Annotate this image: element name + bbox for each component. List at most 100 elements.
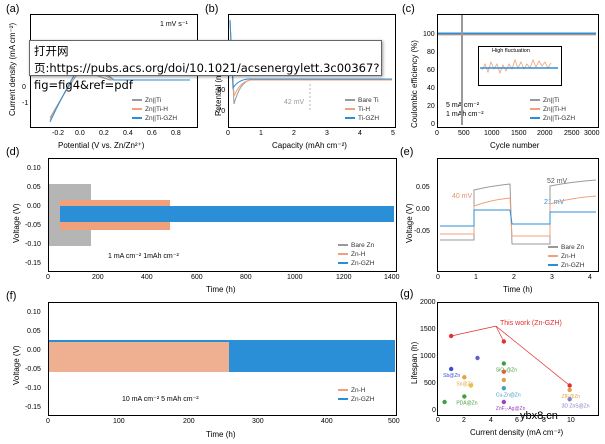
- panel-g-xtick: 0: [436, 417, 440, 424]
- panel-c-inset-title: High fluctuation: [492, 48, 530, 54]
- panel-b-legend: Bare Ti Ti-H Ti-GZH: [345, 96, 379, 123]
- panel-e-ytick: 0.00: [416, 206, 430, 213]
- panel-a-legend: Zn||Ti Zn||Ti-H Zn||Ti-GZH: [132, 96, 177, 123]
- panel-g-label: (g): [400, 288, 414, 300]
- panel-g-ytick: 1500: [420, 326, 436, 333]
- panel-d-ytick: -0.05: [25, 222, 41, 229]
- panel-e-label: (e): [400, 146, 414, 158]
- panel-g-point: [501, 377, 507, 383]
- panel-g-point: [462, 375, 467, 380]
- panel-e-curve-h: [440, 195, 597, 237]
- panel-f-ytick: -0.15: [25, 404, 41, 411]
- panel-d-xtick: 1200: [336, 274, 352, 281]
- panel-a-xtick: 0.4: [123, 130, 133, 137]
- panel-g-point: [501, 399, 507, 405]
- panel-a-label: (a): [6, 3, 20, 15]
- panel-g-point: [448, 333, 454, 339]
- panel-c-xlabel: Cycle number: [490, 141, 540, 150]
- panel-g-point: [442, 399, 447, 405]
- panel-b-note: 42 mV: [284, 99, 305, 106]
- panel-a-ytick: 0: [22, 84, 26, 91]
- panel-a-xtick: -0.2: [52, 130, 65, 137]
- panel-e-curve-gzh: [440, 209, 596, 227]
- panel-g-callout-arrow: [495, 325, 570, 386]
- panel-g-point: [468, 383, 474, 388]
- panel-f-ytick: 0.00: [27, 347, 41, 354]
- panel-b-xtick: 1: [259, 130, 263, 137]
- panel-g-xtick: 6: [515, 417, 519, 424]
- panel-g-point: [475, 355, 480, 361]
- panel-g-xtick: 10: [567, 417, 575, 424]
- panel-e-ytick: 0.05: [416, 184, 430, 191]
- watermark: ybx8.cn: [520, 410, 558, 422]
- panel-c-note2: 1 mAh cm⁻²: [446, 111, 484, 118]
- panel-g-xtick: 4: [489, 417, 493, 424]
- panel-c-inset-curve: [481, 58, 552, 75]
- panel-c-xtick: 500: [458, 130, 470, 137]
- panel-f-xtick: 0: [46, 418, 50, 425]
- panel-g-point: [462, 394, 467, 399]
- panel-c-ytick: 40: [427, 85, 435, 92]
- panel-g-point: [501, 361, 507, 366]
- panel-g-ytick: 500: [424, 380, 436, 387]
- panel-g-xtick: 2: [462, 417, 466, 424]
- panel-g-point-label: ZnF₂-Ag@Zn: [496, 406, 526, 412]
- panel-d-label: (d): [6, 146, 20, 158]
- panel-d-ytick: -0.10: [25, 241, 41, 248]
- panel-d-xtick: 400: [141, 274, 153, 281]
- panel-g-point-label: SiO₂@Zn: [496, 368, 517, 374]
- panel-a-note: 1 mV s⁻¹: [160, 21, 188, 28]
- panel-f-band-h: [49, 342, 229, 372]
- panel-a-xtick: 0.0: [75, 130, 85, 137]
- panel-f-ytick: -0.05: [25, 366, 41, 373]
- panel-c-ytick: 0: [431, 121, 435, 128]
- panel-g-callout: This work (Zn-GZH): [500, 320, 562, 327]
- panel-d-xtick: 1000: [287, 274, 303, 281]
- panel-c-label: (c): [402, 3, 415, 15]
- panel-c-xtick: 1500: [511, 130, 527, 137]
- panel-g-ytick: 0: [432, 407, 436, 414]
- panel-b-ytick: -70: [215, 108, 226, 115]
- panel-c-ytick: 80: [427, 49, 435, 56]
- panel-f-ytick: 0.05: [27, 328, 41, 335]
- panel-b-xtick: 3: [325, 130, 329, 137]
- panel-e-note2: 40 mV: [452, 193, 473, 200]
- panel-g-point: [501, 339, 507, 344]
- panel-b-xlabel: Capacity (mAh cm⁻²): [272, 141, 347, 150]
- url-tooltip: 打开网页:https://pubs.acs.org/doi/10.1021/ac…: [29, 40, 382, 92]
- panel-d-xtick: 200: [92, 274, 104, 281]
- panel-g-point-label: PDA@Zn: [456, 401, 477, 407]
- panel-f-note: 10 mA cm⁻² 5 mAh cm⁻²: [122, 396, 199, 403]
- panel-d-xtick: 0: [46, 274, 50, 281]
- panel-d-legend: Bare Zn Zn-H Zn-GZH: [338, 241, 374, 268]
- panel-d-ytick: 0.00: [27, 203, 41, 210]
- panel-e-xtick: 4: [588, 274, 592, 281]
- panel-f-xtick: 300: [252, 418, 264, 425]
- panel-g-xlabel: Current density (mA cm⁻²): [470, 428, 564, 437]
- panel-e-plot: [437, 158, 599, 272]
- panel-e-legend: Bare Zn Zn-H Zn-GZH: [548, 243, 584, 270]
- panel-a-xtick: 0.6: [147, 130, 157, 137]
- panel-c-xtick: 3000: [584, 130, 600, 137]
- panel-b-curve-gzh: [229, 19, 392, 90]
- panel-b-xtick: 5: [391, 130, 395, 137]
- panel-e-xtick: 3: [550, 274, 554, 281]
- panel-c-legend: Zn||Ti Zn||Ti-H Zn||Ti-GZH: [530, 96, 575, 123]
- panel-d-note: 1 mA cm⁻² 1mAh cm⁻²: [108, 253, 179, 260]
- panel-a-xtick: 0.8: [171, 130, 181, 137]
- panel-c-xtick: 0: [435, 130, 439, 137]
- panel-b-xtick: 4: [358, 130, 362, 137]
- panel-f-ytick: 0.10: [27, 309, 41, 316]
- panel-b-curve-h: [229, 19, 392, 97]
- panel-g-point-label: Sn@Zn: [456, 381, 473, 387]
- panel-c-ytick: 60: [427, 67, 435, 74]
- panel-d-xtick: 1400: [384, 274, 400, 281]
- panel-c-ytick: 100: [423, 31, 435, 38]
- panel-g-callout-arrow: [495, 325, 505, 342]
- panel-d-xlabel: Time (h): [206, 285, 236, 294]
- panel-g-point: [567, 387, 572, 393]
- panel-c-xtick: 1000: [484, 130, 500, 137]
- panel-b-ytick: -60: [215, 87, 226, 94]
- panel-d-ytick: 0.10: [27, 165, 41, 172]
- panel-g-xtick: 8: [542, 417, 546, 424]
